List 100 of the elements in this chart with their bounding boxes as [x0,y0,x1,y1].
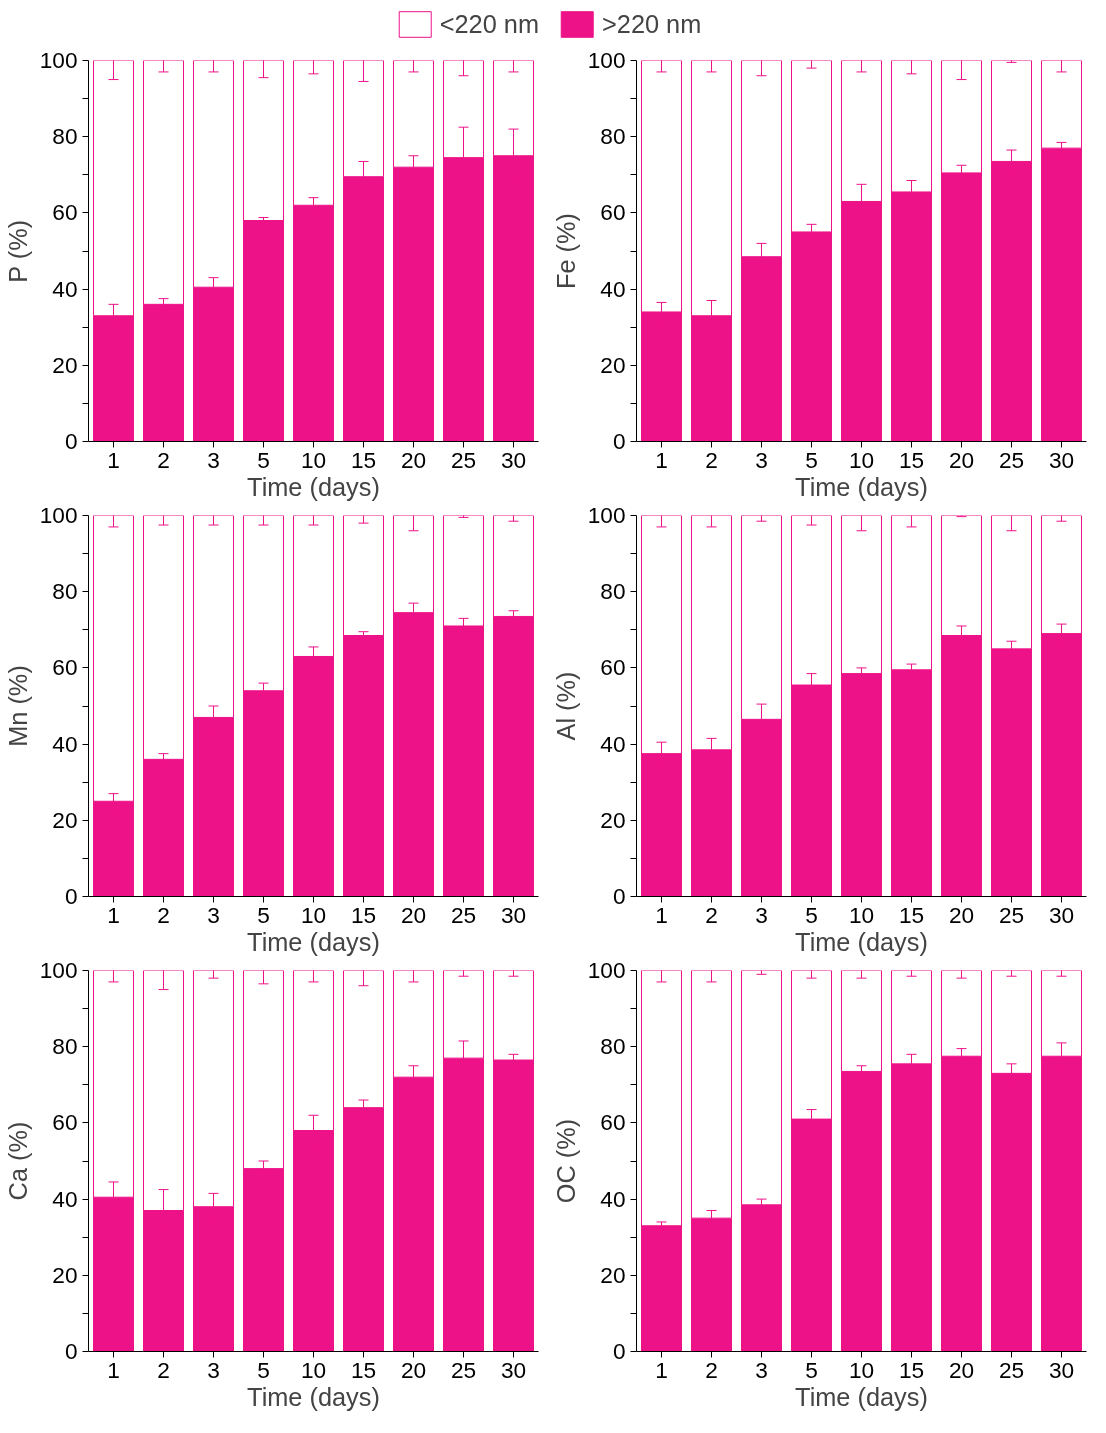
x-tick-label: 10 [848,1356,875,1383]
x-axis-title: Time (days) [795,472,928,501]
y-axis-title: Fe (%) [551,212,580,289]
y-tick-label: 100 [587,47,626,73]
y-tick-label: 40 [600,275,626,302]
y-tick-label: 20 [600,1261,626,1288]
x-tick-label: 20 [948,1356,975,1383]
y-tick-label: 60 [600,199,626,226]
x-tick-label: 5 [257,1356,270,1383]
y-tick-label: 100 [587,502,626,528]
x-tick-label: 10 [848,901,875,928]
y-tick-label: 40 [52,275,78,302]
x-tick-label: 25 [998,1356,1025,1383]
x-tick-label: 30 [1048,901,1075,928]
y-tick-label: 0 [612,1338,626,1364]
x-tick-label: 3 [755,446,768,473]
x-axis-title: Time (days) [247,927,380,956]
x-tick-label: 10 [300,446,327,473]
x-tick-label: 10 [300,1356,327,1383]
y-tick-label: 40 [52,1185,78,1212]
x-tick-label: 30 [500,1356,527,1383]
x-tick-label: 20 [948,446,975,473]
x-tick-label: 1 [107,446,120,473]
legend-label: >220 nm [602,9,702,39]
x-tick-label: 15 [350,446,377,473]
x-tick-label: 20 [400,901,427,928]
y-tick-label: 40 [52,730,78,757]
y-tick-label: 20 [52,1261,78,1288]
x-tick-label: 5 [805,901,818,928]
x-tick-label: 30 [1048,1356,1075,1383]
x-tick-label: 5 [805,446,818,473]
y-tick-label: 60 [52,199,78,226]
x-tick-label: 1 [655,901,668,928]
y-tick-label: 80 [52,123,78,150]
x-tick-label: 1 [107,901,120,928]
y-tick-label: 20 [52,806,78,833]
x-tick-label: 20 [948,901,975,928]
y-tick-label: 80 [52,1033,78,1060]
y-tick-label: 0 [64,883,78,909]
x-tick-label: 15 [350,901,377,928]
y-tick-label: 100 [39,502,78,528]
y-tick-label: 100 [587,957,626,983]
y-tick-label: 40 [600,1185,626,1212]
x-tick-label: 15 [898,1356,925,1383]
y-tick-label: 80 [600,1033,626,1060]
x-tick-label: 15 [898,901,925,928]
y-axis-title: Ca (%) [3,1121,32,1201]
y-tick-label: 40 [600,730,626,757]
x-tick-label: 25 [450,901,477,928]
y-tick-label: 20 [600,806,626,833]
y-tick-label: 20 [52,351,78,378]
y-tick-label: 60 [52,1109,78,1136]
x-tick-label: 3 [207,1356,220,1383]
x-tick-label: 20 [400,446,427,473]
x-axis-title: Time (days) [795,927,928,956]
x-tick-label: 2 [705,446,718,473]
y-axis-title: Mn (%) [3,665,32,747]
x-tick-label: 1 [107,1356,120,1383]
x-axis-title: Time (days) [247,472,380,501]
x-tick-label: 2 [157,1356,170,1383]
y-tick-label: 80 [600,123,626,150]
y-tick-label: 0 [612,883,626,909]
y-tick-label: 0 [612,428,626,454]
x-tick-label: 3 [207,446,220,473]
x-tick-label: 2 [705,1356,718,1383]
y-tick-label: 0 [64,428,78,454]
x-axis-title: Time (days) [795,1382,928,1411]
y-tick-label: 100 [39,957,78,983]
x-tick-label: 25 [998,446,1025,473]
legend-label: <220 nm [439,9,539,39]
y-tick-label: 60 [52,654,78,681]
x-tick-label: 10 [848,446,875,473]
y-tick-label: 80 [600,578,626,605]
x-tick-label: 30 [1048,446,1075,473]
y-axis-title: OC (%) [551,1118,580,1204]
x-tick-label: 3 [755,901,768,928]
x-tick-label: 2 [157,901,170,928]
x-tick-label: 10 [300,901,327,928]
y-axis-title: Al (%) [551,671,580,741]
x-tick-label: 15 [898,446,925,473]
y-tick-label: 100 [39,47,78,73]
x-tick-label: 25 [998,901,1025,928]
x-tick-label: 25 [450,446,477,473]
x-tick-label: 1 [655,446,668,473]
x-tick-label: 2 [705,901,718,928]
x-tick-label: 2 [157,446,170,473]
x-tick-label: 5 [257,446,270,473]
y-tick-label: 80 [52,578,78,605]
x-tick-label: 20 [400,1356,427,1383]
y-axis-title: P (%) [3,219,32,283]
y-tick-label: 20 [600,351,626,378]
x-tick-label: 25 [450,1356,477,1383]
x-tick-label: 30 [500,901,527,928]
y-tick-label: 60 [600,654,626,681]
x-tick-label: 5 [805,1356,818,1383]
x-tick-label: 3 [207,901,220,928]
x-tick-label: 5 [257,901,270,928]
x-axis-title: Time (days) [247,1382,380,1411]
x-tick-label: 15 [350,1356,377,1383]
x-tick-label: 1 [655,1356,668,1383]
